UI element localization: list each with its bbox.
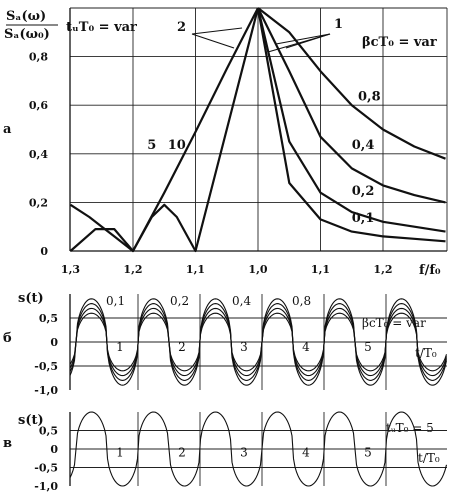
pointer-line-2 (191, 33, 235, 49)
signal-c-curves (69, 411, 448, 487)
signal-line (69, 298, 448, 386)
series-label: 0,2 (352, 184, 375, 199)
right-series-line (256, 7, 446, 233)
series-label: 5 (147, 138, 156, 153)
y-tick-label: 0 (50, 443, 58, 456)
b-legend: βcT₀ = var (362, 316, 426, 330)
period-label: 2 (178, 340, 186, 354)
period-label: 1 (116, 446, 124, 460)
pointer-line-1 (275, 33, 331, 45)
y-tick-label: 0,2 (29, 196, 48, 209)
group-label-2: 2 (177, 20, 186, 35)
period-label: 4 (302, 340, 310, 354)
panel-label-c: в (3, 436, 12, 451)
period-label: 3 (240, 446, 248, 460)
series-label: 0,4 (232, 294, 251, 308)
b-x-label: t/T₀ (415, 346, 437, 360)
y-tick-label: 0,8 (29, 51, 48, 64)
left-series-line (69, 7, 259, 253)
period-label: 1 (116, 340, 124, 354)
period-label: 4 (302, 446, 310, 460)
series-label: 0,4 (352, 138, 375, 153)
y-tick-label: -1,0 (34, 480, 58, 493)
c-x-label: t/T₀ (418, 451, 440, 465)
x-tick-label: 1,1 (311, 263, 330, 276)
y-tick-label: 0,4 (29, 148, 48, 161)
x-tick-label: 1,2 (373, 263, 392, 276)
y-label-denominator: Sₐ(ω₀) (4, 27, 50, 42)
panel-label-a: а (3, 122, 12, 137)
y-tick-label: 0 (50, 336, 58, 349)
signal-b-grid (69, 294, 447, 390)
signal-panel-c: в s(t) tᵤT₀ = 5 t/T₀ 0,5 0 -0,5 -1,0 1 2 3 4 5 (3, 411, 448, 494)
signal-panel-b: б s(t) βcT₀ = var t/T₀ 0,5 0 -0,5 -1,0 1 2 3 4 5… (3, 291, 448, 397)
period-label: 2 (178, 446, 186, 460)
right-series-line (256, 7, 446, 243)
series-label: 0,8 (292, 294, 311, 308)
x-tick-label: 1,2 (123, 263, 142, 276)
period-label: 3 (240, 340, 248, 354)
y-tick-label: -0,5 (34, 462, 58, 475)
signal-b-curves (69, 298, 448, 386)
c-legend: tᵤT₀ = 5 (386, 421, 434, 435)
series-label: 0,1 (106, 294, 125, 308)
spectrum-curves (69, 7, 446, 253)
y-tick-label: -0,5 (34, 360, 58, 373)
y-label-numerator: Sₐ(ω) (6, 9, 46, 24)
signal-c-labels: 0,5 0 -0,5 -1,0 1 2 3 4 5 (34, 425, 372, 494)
right-series-line (257, 7, 446, 204)
signal-line (69, 312, 448, 372)
y-tick-label: 0,5 (39, 425, 58, 438)
series-label: 0,1 (352, 211, 375, 226)
b-y-label: s(t) (18, 291, 44, 306)
series-label: 10 (168, 138, 186, 153)
period-label: 5 (364, 446, 372, 460)
y-tick-label: 0,5 (39, 312, 58, 325)
x-tick-label: 1,3 (61, 263, 80, 276)
x-tick-label: 1,1 (186, 263, 205, 276)
right-series-line (257, 7, 446, 160)
c-y-label: s(t) (18, 413, 44, 428)
panel-label-b: б (3, 331, 12, 346)
y-tick-label: 0 (40, 245, 48, 258)
series-label: 0,8 (358, 89, 381, 104)
pointer-line-1 (285, 33, 331, 49)
legend-right: βcT₀ = var (362, 35, 437, 50)
x-tick-label: 1,0 (248, 263, 267, 276)
period-label: 5 (364, 340, 372, 354)
legend-left: tᵤT₀ = var (66, 20, 137, 35)
pointer-line-2 (191, 27, 243, 35)
signal-b-labels: 0,5 0 -0,5 -1,0 1 2 3 4 5 0,1 0,2 0,4 0,8 (34, 294, 372, 397)
y-tick-label: -1,0 (34, 384, 58, 397)
spectrum-labels: 0 0,2 0,4 0,6 0,8 1,3 1,2 1,1 1,0 1,1 1,2 5 10 0,8 0,4… (29, 51, 393, 276)
group-label-1: 1 (334, 17, 343, 32)
series-label: 0,2 (170, 294, 189, 308)
signal-line (69, 411, 448, 487)
spectrum-panel: а Sₐ(ω) Sₐ(ω₀) tᵤT₀ = var βcT₀ = var 2 1… (3, 7, 448, 278)
left-series-line (69, 7, 260, 253)
y-tick-label: 0,6 (29, 99, 48, 112)
x-axis-label: f/f₀ (419, 263, 441, 278)
